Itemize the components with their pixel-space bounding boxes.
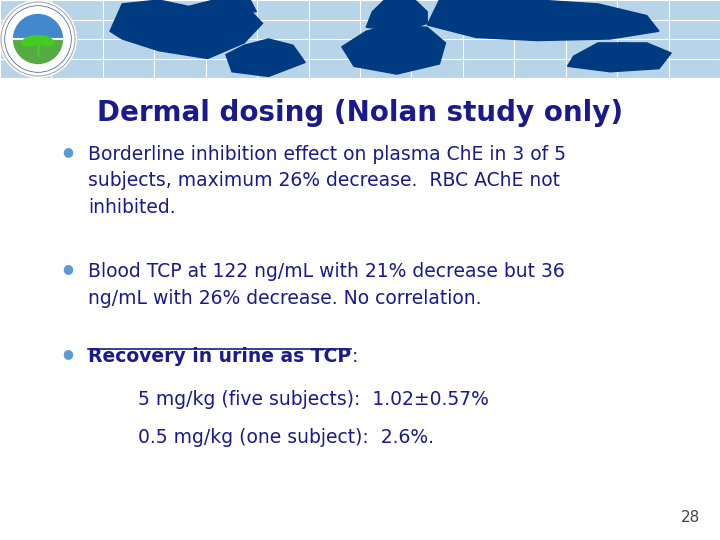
Text: Recovery in urine as TCP: Recovery in urine as TCP	[88, 347, 351, 366]
Ellipse shape	[22, 35, 41, 46]
Polygon shape	[598, 43, 659, 58]
Bar	[0, 0, 720, 78]
Text: :: :	[352, 347, 359, 366]
Text: Borderline inhibition effect on plasma ChE in 3 of 5
subjects, maximum 26% decre: Borderline inhibition effect on plasma C…	[88, 145, 566, 217]
Circle shape	[1, 2, 75, 76]
Text: Dermal dosing (Nolan study only): Dermal dosing (Nolan study only)	[97, 99, 623, 127]
Wedge shape	[13, 39, 63, 64]
Wedge shape	[13, 14, 63, 39]
Text: ●: ●	[63, 262, 73, 275]
Polygon shape	[226, 39, 305, 77]
Text: 28: 28	[680, 510, 700, 525]
Polygon shape	[342, 25, 446, 74]
Polygon shape	[567, 43, 671, 72]
Text: 0.5 mg/kg (one subject):  2.6%.: 0.5 mg/kg (one subject): 2.6%.	[138, 428, 434, 447]
Text: ●: ●	[63, 347, 73, 360]
Polygon shape	[366, 0, 427, 31]
Polygon shape	[189, 0, 256, 14]
Circle shape	[0, 0, 77, 78]
Polygon shape	[110, 0, 263, 58]
Polygon shape	[427, 0, 659, 40]
Text: 5 mg/kg (five subjects):  1.02±0.57%: 5 mg/kg (five subjects): 1.02±0.57%	[138, 390, 489, 409]
Text: Blood TCP at 122 ng/mL with 21% decrease but 36
ng/mL with 26% decrease. No corr: Blood TCP at 122 ng/mL with 21% decrease…	[88, 262, 564, 307]
Ellipse shape	[35, 35, 55, 46]
Text: ●: ●	[63, 145, 73, 158]
